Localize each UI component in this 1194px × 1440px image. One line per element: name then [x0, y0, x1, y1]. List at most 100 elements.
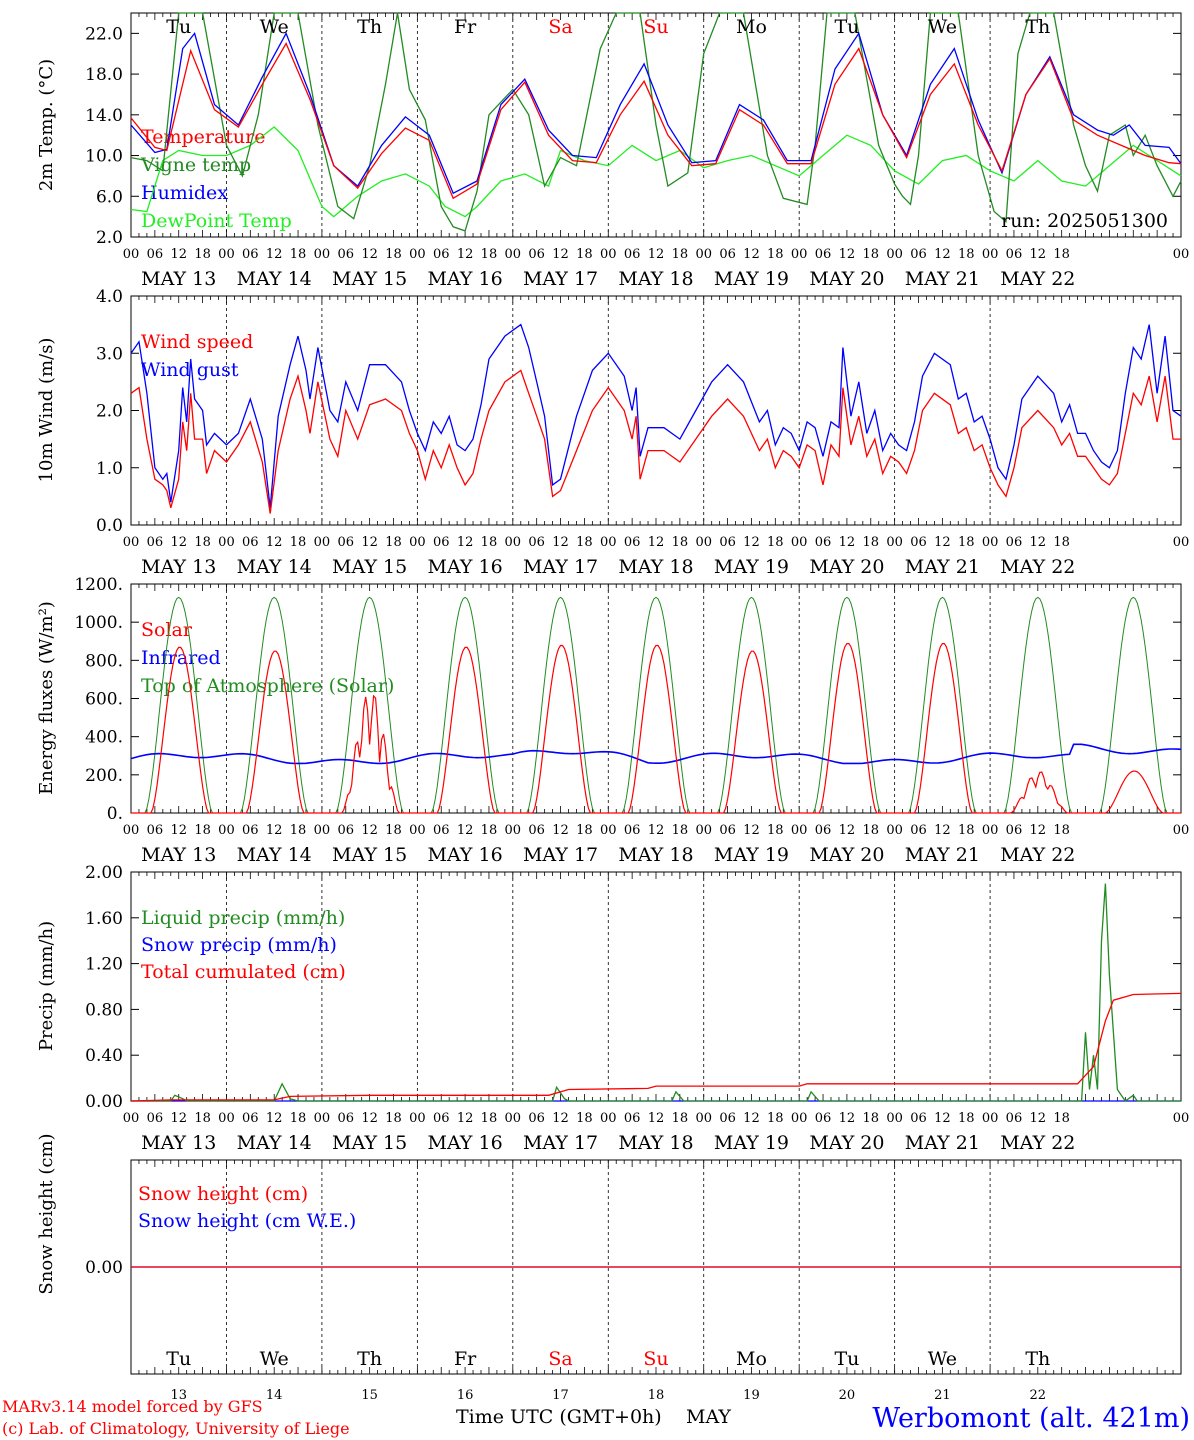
series-group: [130, 12, 1182, 232]
day-label-bottom: Tu: [166, 1348, 191, 1370]
date-label: MAY 13: [141, 268, 216, 290]
hour-label: 12: [170, 535, 187, 550]
series-wind-speed: [130, 369, 1181, 514]
hour-label: 12: [552, 247, 569, 262]
y-tick-label: 1200.: [74, 575, 123, 595]
date-label: MAY 22: [1000, 556, 1075, 578]
date-label: MAY 15: [332, 556, 407, 578]
hour-label: 18: [576, 535, 593, 550]
hour-label: 00: [791, 1111, 808, 1126]
date-label: MAY 17: [523, 1132, 598, 1154]
hour-label: 12: [934, 247, 951, 262]
hour-label: 06: [719, 535, 736, 550]
date-label: MAY 21: [905, 844, 980, 866]
hour-label: 18: [1053, 535, 1070, 550]
y-tick-label: 200.: [85, 766, 123, 786]
y-tick-label: 6.0: [96, 187, 123, 207]
hour-label: 00: [600, 247, 617, 262]
hour-label: 18: [481, 823, 498, 838]
hour-label: 18: [290, 1111, 307, 1126]
hour-label: 18: [481, 535, 498, 550]
hour-label: 18: [290, 247, 307, 262]
hour-label: 12: [934, 1111, 951, 1126]
legend-item: Wind speed: [141, 331, 253, 353]
day-label-top: Th: [1025, 16, 1050, 38]
date-label: MAY 17: [523, 844, 598, 866]
hour-label: 06: [433, 1111, 450, 1126]
hour-label: 00: [409, 247, 426, 262]
date-label: MAY 15: [332, 268, 407, 290]
hour-label: 00: [314, 535, 331, 550]
series-group: [130, 883, 1182, 1102]
hour-label: 18: [958, 247, 975, 262]
day-number: 15: [361, 1388, 378, 1403]
legend-item: Infrared: [141, 647, 221, 669]
hour-label: 18: [481, 247, 498, 262]
hour-label: 00: [505, 823, 522, 838]
legend-item: Temperature: [141, 126, 265, 148]
date-label: MAY 20: [809, 268, 884, 290]
hour-label: 12: [648, 1111, 665, 1126]
y-tick-label: 400.: [85, 728, 123, 748]
hour-label: 06: [815, 823, 832, 838]
hour-label: 12: [552, 535, 569, 550]
hour-label: 00: [123, 1111, 140, 1126]
hour-label: 12: [1030, 1111, 1047, 1126]
hour-label: 18: [1053, 247, 1070, 262]
hour-label: 06: [1006, 247, 1023, 262]
y-tick-label: 22.0: [85, 24, 123, 44]
hour-label: 12: [457, 823, 474, 838]
series-temperature: [130, 42, 1182, 200]
hour-label: 06: [337, 1111, 354, 1126]
series-total-cumulated-cm: [130, 992, 1182, 1102]
footer-time-label: Time UTC (GMT+0h): [456, 1406, 662, 1428]
y-tick-label: 2.0: [96, 402, 123, 422]
hour-label: 18: [194, 247, 211, 262]
day-label-top: Tu: [834, 16, 859, 38]
hour-label: 06: [528, 535, 545, 550]
date-label: MAY 22: [1000, 844, 1075, 866]
panel-3: 0. 200. 400. 600. 800. 1000. 1200. Energy fluxe…: [36, 575, 1189, 866]
hour-label: 18: [672, 247, 689, 262]
hour-label: 06: [147, 535, 164, 550]
hour-label: 00: [1173, 1111, 1190, 1126]
date-label: MAY 15: [332, 1132, 407, 1154]
date-label: MAY 16: [428, 844, 503, 866]
hour-label: 00: [1173, 247, 1190, 262]
hour-label: 06: [910, 535, 927, 550]
date-label: MAY 19: [714, 268, 789, 290]
legend-item: Top of Atmosphere (Solar): [141, 675, 394, 697]
date-label: MAY 19: [714, 1132, 789, 1154]
hour-label: 00: [600, 535, 617, 550]
day-label-bottom: Fr: [454, 1348, 477, 1370]
day-label-bottom: Th: [357, 1348, 382, 1370]
date-label: MAY 19: [714, 556, 789, 578]
date-label: MAY 20: [809, 556, 884, 578]
hour-label: 00: [791, 535, 808, 550]
hour-label: 00: [314, 247, 331, 262]
date-label: MAY 17: [523, 556, 598, 578]
date-label: MAY 19: [714, 844, 789, 866]
hour-label: 00: [123, 247, 140, 262]
hour-label: 06: [337, 535, 354, 550]
hour-label: 00: [505, 1111, 522, 1126]
hour-label: 00: [505, 247, 522, 262]
hour-label: 06: [528, 823, 545, 838]
hour-label: 06: [624, 823, 641, 838]
hour-label: 12: [648, 823, 665, 838]
footer-month: MAY: [686, 1406, 731, 1428]
series-infrared: [130, 743, 1182, 765]
hour-label: 00: [314, 823, 331, 838]
hour-label: 12: [743, 247, 760, 262]
hour-label: 00: [982, 1111, 999, 1126]
date-label: MAY 18: [618, 844, 693, 866]
date-label: MAY 14: [237, 268, 312, 290]
hour-label: 12: [1030, 823, 1047, 838]
hour-label: 12: [552, 823, 569, 838]
hour-label: 12: [743, 1111, 760, 1126]
y-axis-label: Energy fluxes (W/m²): [36, 601, 57, 795]
hour-label: 00: [409, 1111, 426, 1126]
y-tick-label: 2.00: [85, 863, 123, 883]
series-vigne-temp: [130, 12, 1182, 232]
series-dewpoint-temp: [130, 126, 1182, 218]
